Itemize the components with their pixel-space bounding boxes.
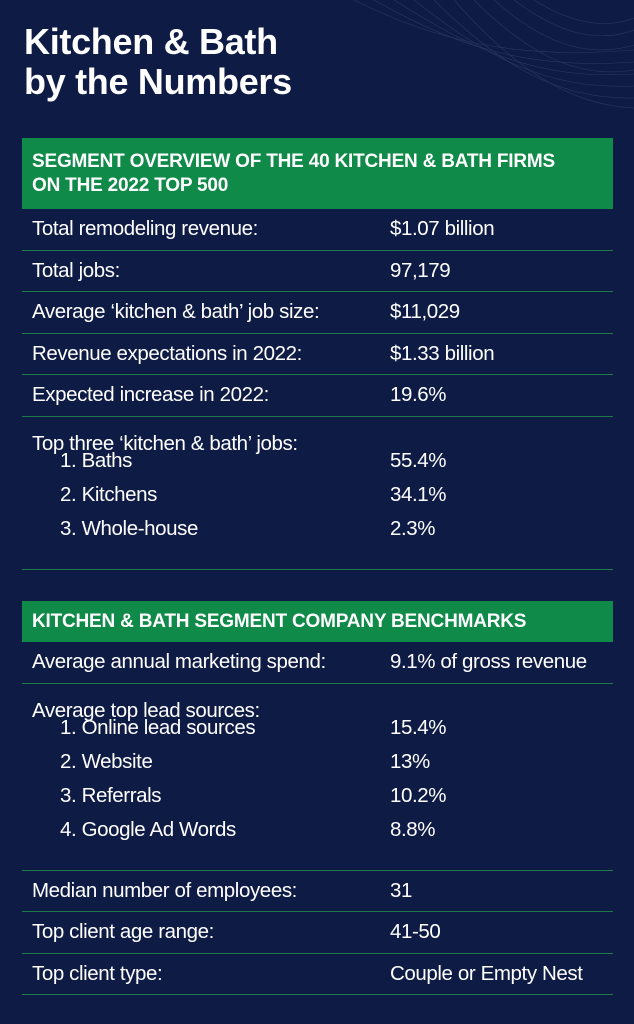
row-value: $1.33 billion	[390, 341, 495, 365]
row-label: Top client type:	[32, 961, 163, 985]
row-value: 41-50	[390, 920, 441, 944]
lead-sources-group: Average top lead sources: 1. Online lead…	[22, 684, 613, 871]
row-label: Median number of employees:	[32, 878, 297, 902]
list-item: 4. Google Ad Words 8.8%	[22, 818, 613, 864]
company-benchmarks-header-text: KITCHEN & BATH SEGMENT COMPANY BENCHMARK…	[32, 610, 527, 632]
item-label: 3. Referrals	[60, 783, 162, 807]
list-item: 1. Online lead sources 15.4%	[22, 716, 613, 762]
list-item: 2. Website 13%	[22, 750, 613, 796]
item-value: 8.8%	[390, 817, 436, 841]
row-label: Average ‘kitchen & bath’ job size:	[32, 300, 320, 324]
row-value: Couple or Empty Nest	[390, 961, 583, 985]
row-value: 31	[390, 878, 413, 902]
item-label: 2. Kitchens	[60, 482, 158, 506]
item-label: 1. Baths	[60, 448, 133, 472]
row-label: Top client age range:	[32, 920, 214, 944]
company-benchmarks-section: KITCHEN & BATH SEGMENT COMPANY BENCHMARK…	[22, 601, 613, 995]
top-jobs-label: Top three ‘kitchen & bath’ jobs:	[32, 431, 298, 455]
item-label: 4. Google Ad Words	[60, 817, 236, 841]
lead-sources-label: Average top lead sources:	[32, 698, 260, 722]
item-label: 3. Whole-house	[60, 516, 198, 540]
top-jobs-group: Top three ‘kitchen & bath’ jobs: 1. Bath…	[22, 417, 613, 570]
list-item: 3. Whole-house 2.3%	[22, 517, 613, 563]
table-row: Total remodeling revenue: $1.07 billion	[22, 209, 613, 251]
table-row: Total jobs: 97,179	[22, 251, 613, 292]
table-row: Average annual marketing spend: 9.1% of …	[22, 642, 613, 684]
table-row: Top client age range: 41-50	[22, 912, 613, 954]
item-label: 1. Online lead sources	[60, 715, 256, 739]
segment-overview-header: SEGMENT OVERVIEW OF THE 40 KITCHEN & BAT…	[22, 138, 613, 209]
item-value: 55.4%	[390, 448, 447, 472]
row-value: $11,029	[390, 300, 460, 324]
item-value: 15.4%	[390, 715, 447, 739]
row-label: Expected increase in 2022:	[32, 383, 269, 407]
segment-overview-header-line-1: SEGMENT OVERVIEW OF THE 40 KITCHEN & BAT…	[32, 150, 555, 172]
row-label: Total remodeling revenue:	[32, 217, 258, 241]
item-value: 10.2%	[390, 783, 447, 807]
table-row: Expected increase in 2022: 19.6%	[22, 375, 613, 417]
list-item: 1. Baths 55.4%	[22, 449, 613, 495]
table-row: Revenue expectations in 2022: $1.33 bill…	[22, 334, 613, 375]
row-value: 97,179	[390, 258, 451, 282]
row-value: $1.07 billion	[390, 217, 495, 241]
decorative-wave-lines	[353, 0, 634, 109]
row-value: 9.1% of gross revenue	[390, 650, 587, 674]
table-row: Median number of employees: 31	[22, 871, 613, 912]
item-value: 34.1%	[390, 482, 447, 506]
segment-overview-header-line-2: ON THE 2022 TOP 500	[32, 174, 229, 196]
row-label: Total jobs:	[32, 258, 120, 282]
page-title-line-1: Kitchen & Bath	[24, 21, 278, 62]
company-benchmarks-header: KITCHEN & BATH SEGMENT COMPANY BENCHMARK…	[22, 601, 613, 642]
list-item: 3. Referrals 10.2%	[22, 784, 613, 830]
item-value: 13%	[390, 749, 430, 773]
item-label: 2. Website	[60, 749, 153, 773]
row-label: Average annual marketing spend:	[32, 650, 326, 674]
page-title-line-2: by the Numbers	[24, 61, 292, 102]
item-value: 2.3%	[390, 516, 436, 540]
page-title: Kitchen & Bath by the Numbers	[24, 22, 292, 102]
table-row: Top client type: Couple or Empty Nest	[22, 954, 613, 995]
row-label: Revenue expectations in 2022:	[32, 341, 302, 365]
row-value: 19.6%	[390, 383, 447, 407]
list-item: 2. Kitchens 34.1%	[22, 483, 613, 529]
table-row: Average ‘kitchen & bath’ job size: $11,0…	[22, 292, 613, 334]
segment-overview-section: SEGMENT OVERVIEW OF THE 40 KITCHEN & BAT…	[22, 138, 613, 570]
